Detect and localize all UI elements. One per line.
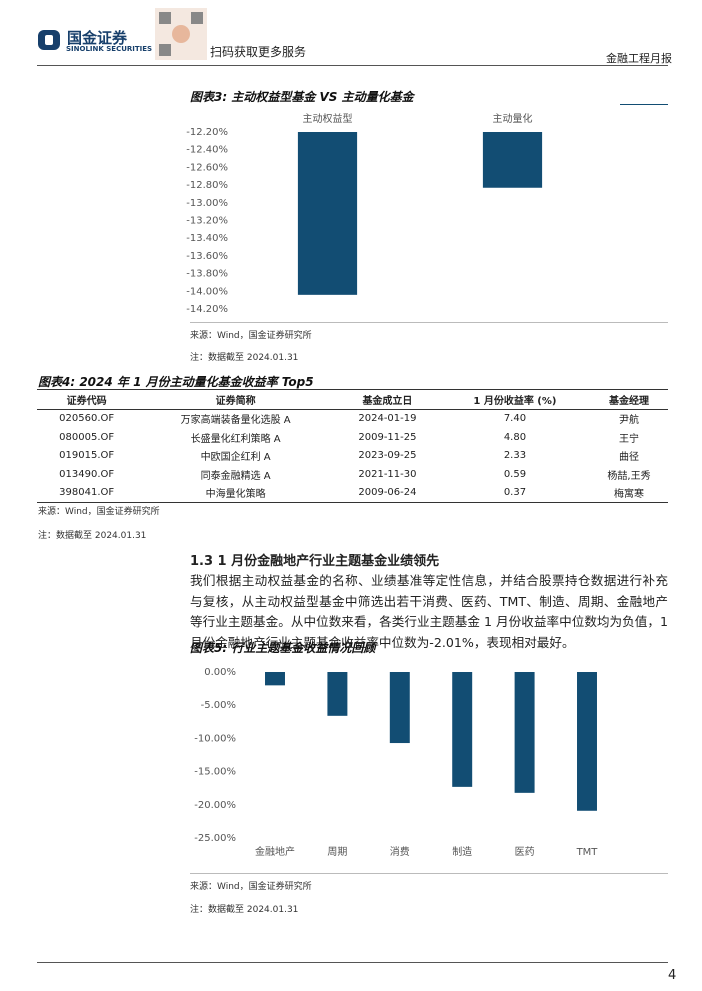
- column-header: 基金经理: [608, 395, 649, 407]
- column-header: 证券代码: [66, 395, 107, 407]
- footer-rule: [37, 962, 668, 963]
- column-header: 1 月份收益率 (%): [473, 395, 557, 407]
- x-tick-label: 周期: [327, 846, 347, 858]
- chart-rule: [190, 873, 668, 874]
- y-tick-label: -12.60%: [186, 162, 228, 173]
- column-header: 证券简称: [215, 395, 256, 407]
- chart-title: 图表5: 行业主题基金收益情况回顾: [190, 641, 376, 655]
- report-type: 金融工程月报: [606, 52, 672, 65]
- y-tick-label: -13.60%: [186, 251, 228, 262]
- page-number: 4: [668, 968, 677, 983]
- bar: [327, 672, 348, 716]
- y-tick-label: -20.00%: [194, 800, 236, 811]
- note: 注：数据截至 2024.01.31: [38, 531, 147, 541]
- source: 来源：Wind，国金证券研究所: [38, 507, 160, 517]
- table-cell: 2024-01-19: [358, 413, 417, 425]
- table-cell: 尹航: [618, 415, 639, 427]
- bar: [265, 672, 285, 686]
- table-row: 080005.OF 长盛量化红利策略 A 2009-11-25 4.80 王宁: [37, 428, 668, 447]
- y-tick-label: -12.80%: [186, 180, 228, 191]
- paragraph: 我们根据主动权益基金的名称、业绩基准等定性信息，并结合股票持仓数据进行补充与复核…: [190, 573, 668, 651]
- logo-en: SINOLINK SECURITIES: [66, 45, 153, 53]
- y-tick-label: -13.40%: [186, 233, 228, 244]
- source: 来源：Wind，国金证券研究所: [190, 882, 312, 892]
- logo-icon: [38, 30, 60, 50]
- y-tick-label: -10.00%: [194, 733, 236, 744]
- table-row: 020560.OF 万家高端装备量化选股 A 2024-01-19 7.40 尹航: [37, 409, 668, 428]
- bar: [297, 132, 358, 295]
- table-cell: 2009-11-25: [358, 431, 417, 443]
- x-tick-label: 主动量化: [493, 112, 533, 125]
- chart: -12.20% -12.40% -12.60% -12.80% -13.00% -13.2…: [186, 112, 543, 315]
- section-heading: 1.3 1 月份金融地产行业主题基金业绩领先: [190, 554, 440, 569]
- qr-text: 扫码获取更多服务: [210, 45, 307, 59]
- table-row: 398041.OF 中海量化策略 2009-06-24 0.37 梅寓寒: [37, 484, 668, 503]
- y-tick-label: -13.20%: [186, 216, 228, 227]
- table-cell: 4.80: [503, 431, 527, 443]
- table: 证券代码 证券简称 基金成立日 1 月份收益率 (%) 基金经理 020560.OF 万家高…: [37, 389, 668, 503]
- table-cell: 7.40: [503, 413, 527, 425]
- table-cell: 长盛量化红利策略 A: [190, 433, 281, 445]
- table-cell: 2009-06-24: [358, 487, 417, 499]
- table-row: 019015.OF 中欧国企红利 A 2023-09-25 2.33 曲径: [37, 447, 668, 466]
- table-cell: 杨喆,王秀: [607, 470, 651, 482]
- qr-code: [155, 8, 207, 60]
- table-cell: 王宁: [618, 433, 639, 445]
- y-tick-label: -12.40%: [186, 145, 228, 156]
- source: 来源：Wind，国金证券研究所: [190, 331, 312, 341]
- table-cell: 中海量化策略: [205, 489, 266, 501]
- bar: [452, 672, 473, 787]
- table-row: 013490.OF 同泰金融精选 A 2021-11-30 0.59 杨喆,王秀: [37, 465, 668, 484]
- x-tick-label: TMT: [576, 847, 599, 858]
- table-cell: 0.59: [503, 468, 527, 480]
- y-tick-label: -15.00%: [194, 767, 236, 778]
- table-header: 证券代码 证券简称 基金成立日 1 月份收益率 (%) 基金经理: [37, 390, 668, 409]
- y-tick-label: -25.00%: [194, 833, 236, 844]
- chart-title: 图表3: 主动权益型基金 VS 主动量化基金: [190, 90, 414, 104]
- y-tick-label: -13.00%: [186, 198, 228, 209]
- table-cell: 2021-11-30: [358, 468, 417, 480]
- y-tick-label: -14.00%: [186, 286, 228, 297]
- note: 注：数据截至 2024.01.31: [190, 905, 299, 915]
- logo-cn: 国金证券: [67, 29, 128, 47]
- header-rule: [37, 65, 668, 66]
- table-cell: 2023-09-25: [358, 450, 417, 462]
- y-tick-label: -13.80%: [186, 269, 228, 280]
- y-tick-label: 0.00%: [204, 667, 236, 678]
- note: 注：数据截至 2024.01.31: [190, 353, 299, 363]
- y-tick-label: -14.20%: [186, 304, 228, 315]
- table-cell: 013490.OF: [59, 468, 115, 480]
- table-cell: 020560.OF: [59, 413, 115, 425]
- y-tick-label: -12.20%: [186, 127, 228, 138]
- bar: [389, 672, 410, 744]
- table-cell: 同泰金融精选 A: [200, 470, 271, 482]
- bar: [514, 672, 535, 793]
- table-cell: 0.37: [503, 487, 527, 499]
- table-cell: 梅寓寒: [613, 489, 644, 501]
- bar: [577, 672, 597, 811]
- column-header: 基金成立日: [362, 395, 413, 407]
- x-tick-label: 制造: [452, 845, 472, 858]
- x-tick-label: 医药: [515, 846, 535, 858]
- x-tick-label: 金融地产: [255, 845, 295, 858]
- table-cell: 398041.OF: [59, 487, 115, 499]
- table-cell: 中欧国企红利 A: [200, 452, 271, 464]
- table-title: 图表4: 2024 年 1 月份主动量化基金收益率 Top5: [38, 375, 314, 389]
- y-tick-label: -5.00%: [201, 700, 236, 711]
- title-rule: [620, 104, 668, 105]
- x-tick-label: 主动权益型: [303, 112, 353, 125]
- chart-rule: [190, 322, 668, 323]
- table-cell: 2.33: [503, 450, 527, 462]
- table-cell: 万家高端装备量化选股 A: [180, 415, 291, 427]
- table-cell: 019015.OF: [59, 450, 115, 462]
- table-cell: 曲径: [618, 452, 639, 464]
- x-tick-label: 消费: [390, 845, 410, 858]
- chart: 0.00% -5.00% -10.00% -15.00% -20.00% -25.00% 金…: [194, 667, 599, 858]
- table-cell: 080005.OF: [59, 431, 115, 443]
- bar: [482, 132, 543, 188]
